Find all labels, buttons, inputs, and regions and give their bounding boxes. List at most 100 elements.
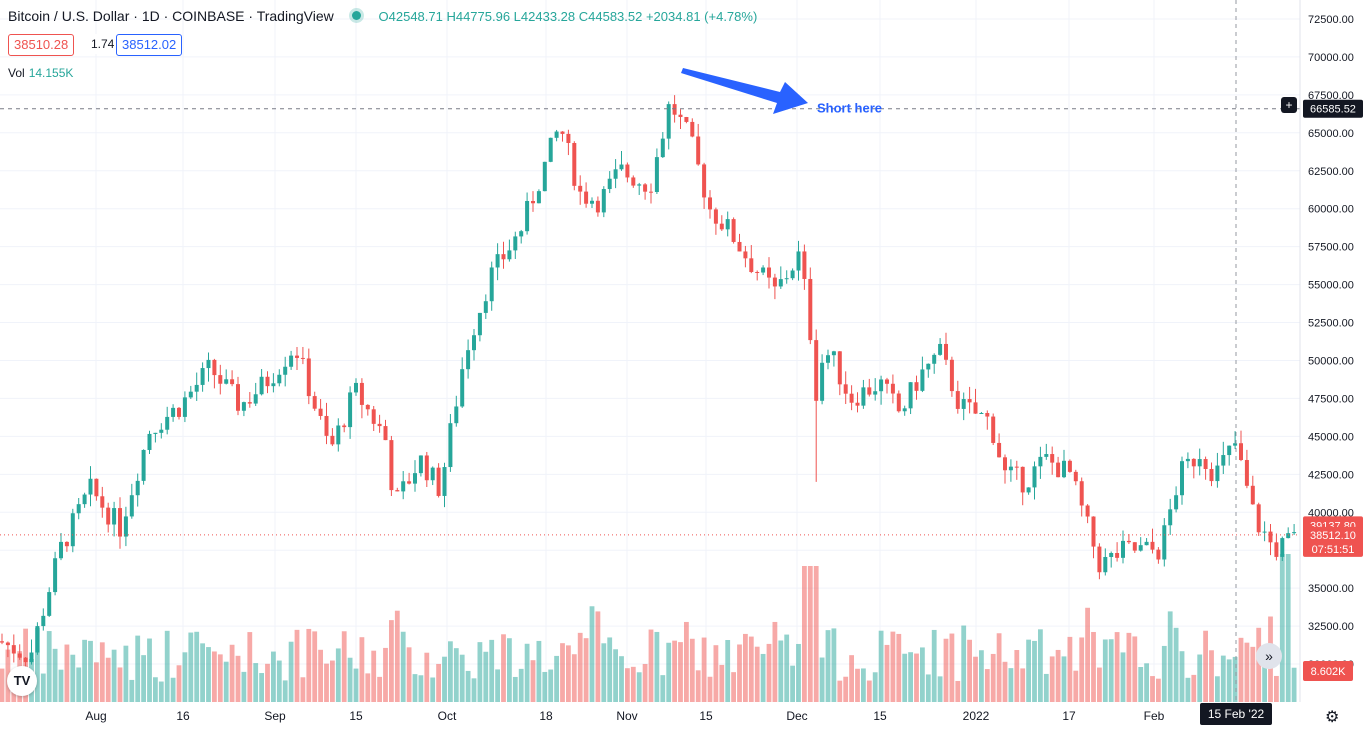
- candle-body: [377, 423, 382, 427]
- market-status-icon: [351, 11, 361, 20]
- candle-body: [70, 513, 75, 547]
- arrow-annotation-icon: [681, 68, 808, 114]
- volume-bar: [648, 629, 654, 702]
- candle-body: [1138, 545, 1143, 551]
- candle-body: [501, 254, 506, 260]
- candle-body: [542, 161, 547, 192]
- candle-body: [896, 393, 901, 412]
- symbol-title[interactable]: Bitcoin / U.S. Dollar · 1D · COINBASE · …: [8, 8, 334, 24]
- volume-bar: [1049, 656, 1055, 702]
- volume-bar: [766, 643, 772, 702]
- candle-body: [118, 508, 122, 537]
- time-tick-label: 2022: [963, 709, 990, 723]
- candle-body: [147, 433, 152, 450]
- volume-bar: [607, 637, 613, 702]
- volume-bar: [40, 673, 46, 702]
- candle-body: [1256, 504, 1261, 533]
- candle-body: [678, 114, 683, 118]
- candle-body: [389, 440, 394, 491]
- candle-body: [5, 642, 10, 646]
- candle-body: [855, 402, 860, 406]
- volume-bar: [861, 668, 866, 702]
- volume-bar: [1179, 651, 1185, 702]
- volume-bar: [1285, 554, 1291, 702]
- volume-bar: [890, 631, 896, 702]
- volume-bar: [772, 621, 778, 702]
- volume-bar: [601, 643, 607, 702]
- volume-bar: [866, 680, 872, 702]
- candle-body: [666, 104, 671, 139]
- scroll-to-realtime-icon[interactable]: »: [1256, 643, 1282, 669]
- volume-bar: [1132, 636, 1138, 702]
- volume-bar: [1191, 674, 1197, 702]
- time-tick-label: Aug: [85, 709, 106, 723]
- candle-body: [643, 184, 648, 192]
- sell-price-button[interactable]: 38510.28: [8, 34, 75, 56]
- candle-body: [41, 615, 46, 627]
- volume-bar: [1120, 652, 1126, 702]
- volume-bar: [855, 668, 860, 702]
- symbol-legend[interactable]: Bitcoin / U.S. Dollar · 1D · COINBASE · …: [8, 8, 757, 24]
- volume-label: Vol: [8, 66, 25, 80]
- candle-body: [772, 277, 777, 287]
- volume-bar: [1203, 630, 1208, 702]
- candle-body: [1280, 538, 1285, 557]
- volume-bar: [1262, 650, 1267, 702]
- volume-bar: [501, 634, 506, 702]
- volume-value: 14.155K: [28, 66, 74, 80]
- candle-body: [938, 343, 943, 355]
- candle-body: [796, 251, 801, 271]
- volume-legend[interactable]: Vol 14.155K: [8, 66, 73, 80]
- volume-bar: [695, 670, 701, 702]
- time-tick-label: 18: [539, 709, 553, 723]
- candle-body: [1156, 549, 1161, 560]
- tradingview-logo-icon[interactable]: TV: [7, 666, 37, 696]
- candle-body: [1026, 487, 1031, 493]
- candle-body: [47, 592, 52, 616]
- candle-body: [1097, 546, 1102, 573]
- candle-body: [802, 251, 807, 279]
- candle-body: [259, 376, 264, 395]
- candle-body: [466, 350, 471, 370]
- candle-body: [1168, 509, 1173, 526]
- buy-price-button[interactable]: 38512.02: [116, 34, 183, 56]
- candle-body: [755, 272, 760, 274]
- candle-body: [790, 270, 795, 279]
- candle-body: [153, 432, 158, 434]
- volume-bar: [1002, 661, 1008, 702]
- volume-bar: [1085, 607, 1090, 702]
- candle-body: [129, 495, 134, 517]
- price-tick-label: 42500.00: [1308, 469, 1354, 481]
- volume-bar: [276, 660, 282, 702]
- candle-body: [165, 416, 170, 430]
- candle-body: [660, 138, 665, 158]
- candle-body: [601, 189, 606, 213]
- volume-bar: [389, 620, 394, 702]
- volume-bar: [88, 640, 93, 702]
- candle-body: [418, 455, 423, 474]
- price-tick-label: 70000.00: [1308, 52, 1354, 64]
- settings-gear-icon[interactable]: ⚙: [1325, 709, 1340, 726]
- price-axis: 30000.0032500.0035000.0037500.0040000.00…: [1299, 0, 1363, 702]
- candle-body: [843, 384, 848, 394]
- candle-body: [867, 387, 872, 395]
- volume-bar: [353, 668, 359, 702]
- volume-bar: [536, 640, 542, 702]
- add-alert-plus-icon[interactable]: +: [1281, 97, 1297, 113]
- candle-body: [1209, 468, 1214, 482]
- volume-bar: [288, 641, 294, 702]
- candle-body: [932, 354, 937, 364]
- volume-bar: [925, 674, 931, 702]
- candle-body: [548, 137, 553, 162]
- volume-bar: [701, 637, 707, 702]
- candle-body: [141, 449, 146, 481]
- volume-bar: [1108, 639, 1114, 702]
- candle-body: [100, 496, 105, 508]
- volume-bar: [1043, 673, 1049, 702]
- candle-body: [318, 408, 323, 416]
- candle-body: [1091, 516, 1096, 547]
- volume-bar: [642, 663, 648, 702]
- candle-body: [1056, 462, 1061, 478]
- volume-bar: [1215, 676, 1220, 702]
